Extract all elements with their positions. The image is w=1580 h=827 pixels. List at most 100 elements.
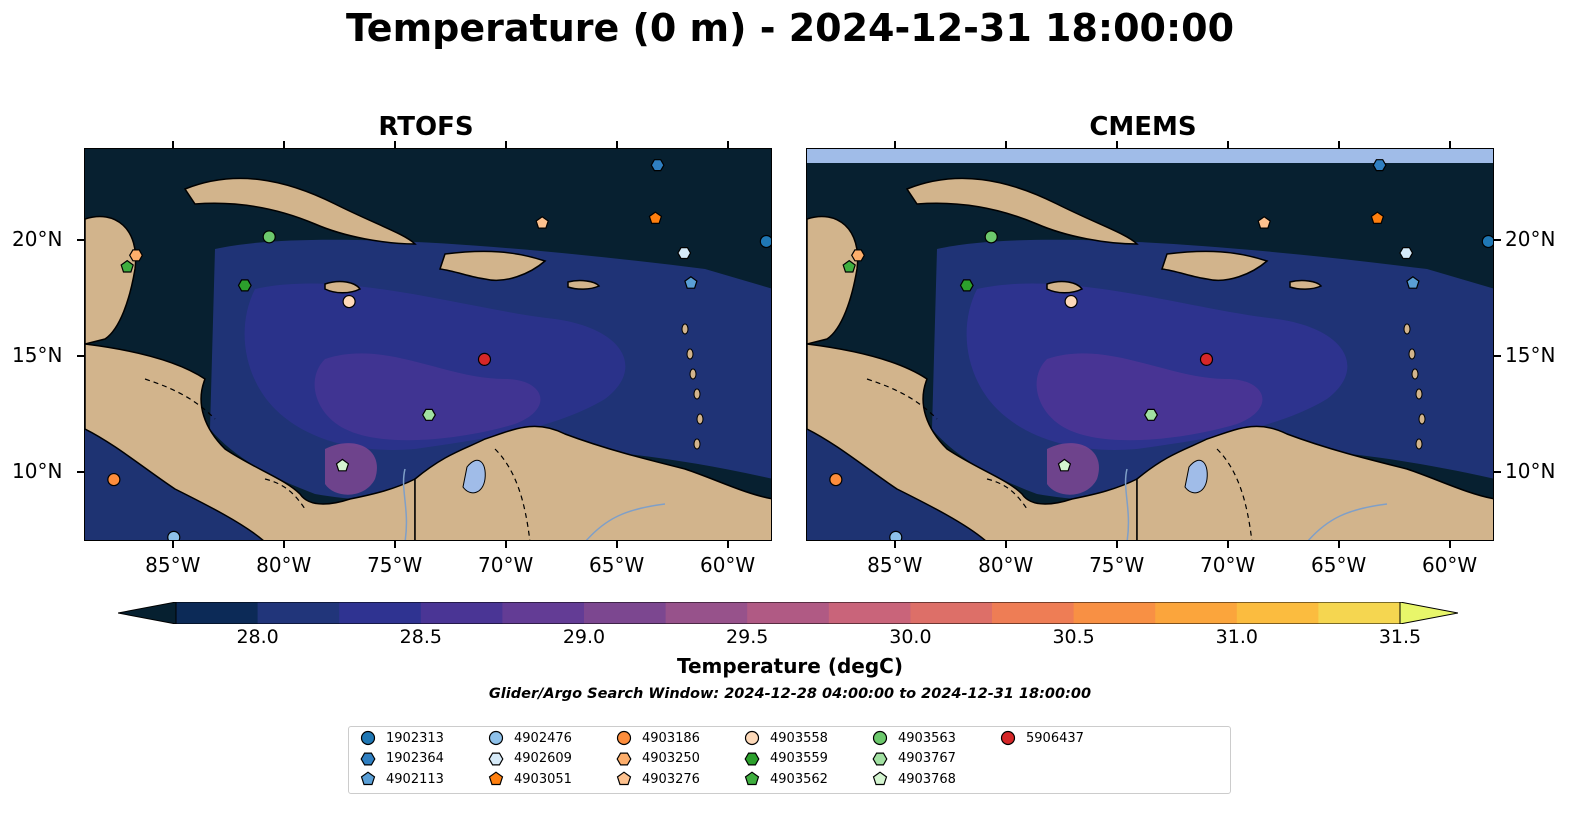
float-marker-4903186[interactable] [107, 472, 121, 487]
legend-item: 1902364 [359, 749, 444, 769]
colorbar-under-arrow [118, 602, 177, 624]
float-marker-4903559[interactable] [237, 279, 252, 292]
float-marker-1902364[interactable] [650, 159, 665, 172]
legend-item: 5906437 [999, 728, 1084, 748]
colorbar-tick-label: 29.0 [562, 626, 606, 648]
x-tick-mark [1226, 541, 1229, 548]
float-marker-4903563[interactable] [984, 230, 998, 244]
x-tick-label: 60°W [1421, 553, 1478, 577]
float-marker-1902313[interactable] [1481, 234, 1494, 249]
float-marker-4903767[interactable] [1144, 408, 1158, 421]
float-marker-1902364[interactable] [1372, 159, 1387, 172]
panel-title-cmems: CMEMS [1089, 112, 1197, 142]
legend-item: 4903250 [615, 749, 700, 769]
legend-label: 4903276 [642, 771, 700, 787]
float-marker-4903562[interactable] [120, 259, 134, 273]
float-marker-4903767[interactable] [422, 408, 436, 421]
land-puerto-rico [567, 279, 601, 290]
float-marker-4903562[interactable] [842, 259, 856, 273]
x-tick-label: 60°W [699, 553, 756, 577]
x-tick-label: 85°W [145, 553, 201, 577]
land-antilles-island [689, 368, 697, 380]
cmems-map[interactable] [806, 148, 1494, 541]
float-marker-4902113[interactable] [684, 276, 698, 289]
colorbar-tick-label: 28.0 [236, 626, 279, 648]
legend-marker-4903562[interactable] [744, 771, 760, 786]
legend-marker-5906437[interactable] [1000, 730, 1016, 746]
colorbar-tick-label: 31.5 [1378, 626, 1422, 648]
land-cuba [905, 177, 1139, 245]
colorbar [118, 602, 1458, 624]
land-cuba [183, 177, 417, 245]
rtofs-map[interactable] [84, 148, 772, 541]
legend-marker-4903186[interactable] [616, 730, 632, 746]
legend-marker-4903558[interactable] [744, 730, 760, 746]
legend-marker-4903250[interactable] [616, 751, 632, 765]
legend-marker-icon [488, 751, 504, 765]
country-borders [866, 378, 1253, 540]
warm-eddy [314, 353, 541, 441]
float-marker-4902113[interactable] [1406, 276, 1420, 289]
land-puerto-rico [1289, 279, 1323, 290]
y-tick-mark [77, 239, 84, 242]
map-canvas [85, 149, 772, 541]
float-marker-4903051[interactable] [1370, 211, 1385, 225]
country-borders [144, 378, 531, 540]
legend-marker-4903563[interactable] [872, 730, 888, 746]
legend-marker-icon [1000, 730, 1016, 746]
legend-marker-1902313[interactable] [360, 730, 376, 746]
colorbar-tick-label: 29.5 [726, 626, 769, 648]
float-marker-4903051[interactable] [648, 211, 663, 225]
float-marker-4903768[interactable] [335, 458, 350, 472]
legend-marker-4902476[interactable] [488, 730, 504, 746]
float-marker-5906437[interactable] [1199, 352, 1214, 366]
search-window-text: Glider/Argo Search Window: 2024-12-28 04… [488, 686, 1092, 702]
float-marker-5906437[interactable] [477, 352, 492, 366]
legend-label: 4903559 [770, 751, 828, 766]
land-antilles-island [681, 323, 689, 335]
float-marker-4903768[interactable] [1057, 458, 1072, 472]
float-marker-4903250[interactable] [129, 249, 143, 262]
legend-marker-4902113[interactable] [360, 771, 376, 786]
x-tick-mark [726, 541, 729, 548]
colorbar-segment [828, 602, 911, 624]
float-marker-4903276[interactable] [1257, 215, 1271, 229]
legend-marker-4903559[interactable] [744, 751, 760, 765]
legend-label: 4903051 [514, 771, 572, 787]
float-marker-4902476[interactable] [167, 530, 181, 541]
land-antilles-island [1415, 438, 1423, 450]
float-marker-4903558[interactable] [342, 294, 356, 309]
legend-item: 4903563 [871, 728, 956, 748]
legend-marker-icon [872, 730, 888, 746]
map-canvas [807, 149, 1494, 541]
float-marker-4902609[interactable] [677, 246, 692, 260]
legend-marker-4902609[interactable] [488, 751, 504, 765]
land-antilles-island [1408, 348, 1416, 360]
legend-marker-4903051[interactable] [488, 771, 504, 786]
legend-marker-4903768[interactable] [872, 771, 888, 786]
legend-marker-1902364[interactable] [360, 751, 376, 765]
colorbar-tick-label: 30.5 [1052, 626, 1095, 648]
colorbar-tick-label: 30.0 [889, 626, 932, 648]
float-marker-4903563[interactable] [262, 230, 276, 244]
float-marker-4902476[interactable] [889, 530, 903, 541]
legend-marker-4903767[interactable] [872, 751, 888, 765]
float-marker-1902313[interactable] [759, 234, 772, 249]
warm-eddy [1036, 353, 1263, 441]
page-title: Temperature (0 m) - 2024-12-31 18:00:00 [345, 6, 1235, 50]
float-marker-4902609[interactable] [1399, 246, 1414, 260]
legend-marker-4903276[interactable] [616, 771, 632, 786]
legend: 1902313 1902364 4902113 4902476 4902609 49030… [348, 726, 1231, 794]
float-marker-4903276[interactable] [535, 215, 549, 229]
float-marker-4903186[interactable] [829, 472, 843, 487]
legend-marker-icon [616, 730, 632, 746]
legend-marker-icon [872, 751, 888, 765]
colorbar-tick-label: 31.0 [1215, 626, 1258, 648]
float-marker-4903558[interactable] [1064, 294, 1078, 309]
land-yucatan [85, 215, 137, 345]
x-tick-label: 75°W [367, 553, 423, 577]
float-marker-4903250[interactable] [851, 249, 865, 262]
legend-marker-icon [744, 771, 760, 786]
float-marker-4903559[interactable] [959, 279, 974, 292]
land-central-america [807, 343, 1138, 540]
